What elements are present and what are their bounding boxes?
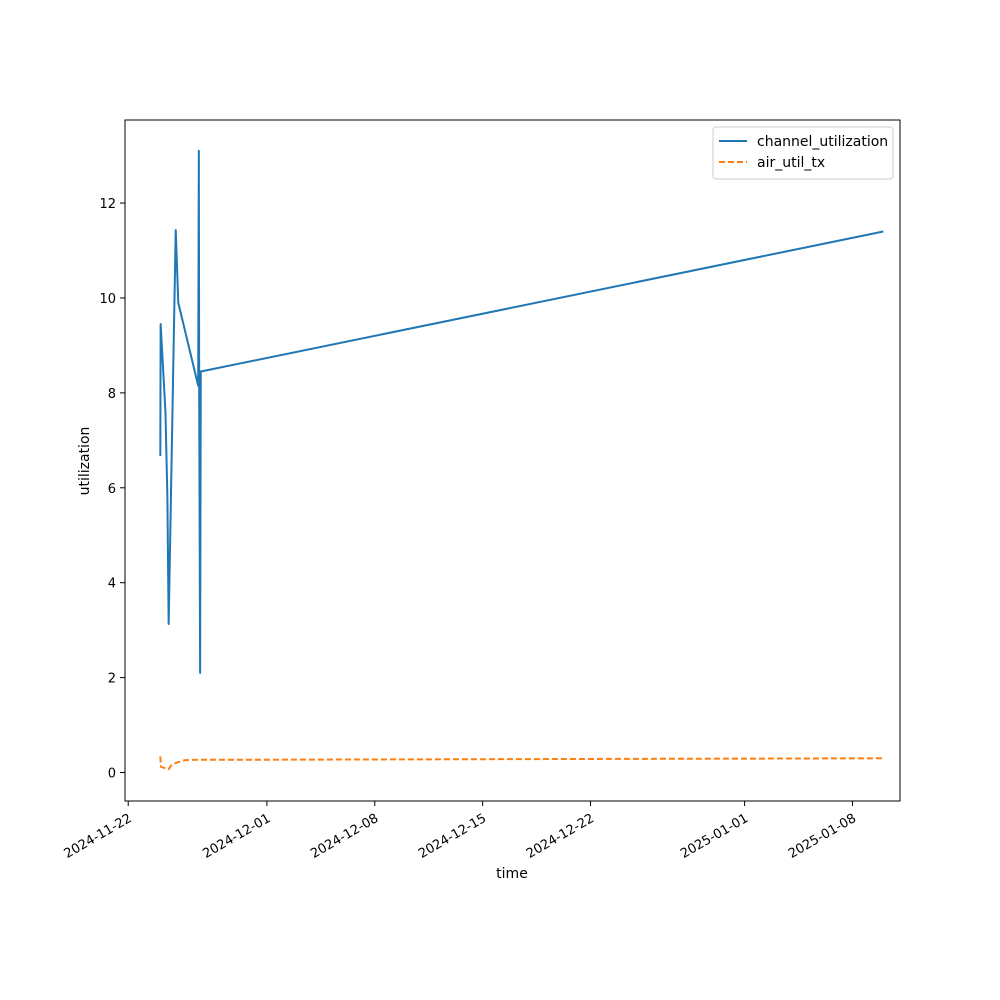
y-axis-label: utilization: [77, 427, 93, 496]
y-tick-label: 0: [108, 767, 116, 782]
legend-label-channel-utilization: channel_utilization: [757, 134, 888, 150]
y-tick-label: 4: [108, 577, 116, 592]
x-axis-label: time: [496, 866, 528, 882]
plot-area: [125, 120, 900, 801]
legend-box: [712, 126, 894, 180]
y-tick-label: 2: [108, 672, 116, 687]
series-line-channel-utilization: [159, 149, 884, 674]
series-layer: [159, 149, 884, 771]
legend-label-air-util-tx: air_util_tx: [757, 155, 825, 171]
y-axis: 0 2 4 6 8 10 12: [99, 197, 125, 782]
y-tick-label: 8: [108, 387, 116, 402]
y-tick-label: 12: [99, 197, 116, 212]
legend: channel_utilization air_util_tx: [712, 126, 894, 180]
series-line-air-util-tx: [159, 756, 884, 771]
y-tick-label: 6: [108, 482, 116, 497]
y-tick-label: 10: [99, 292, 116, 307]
plot-frame: [124, 119, 901, 802]
